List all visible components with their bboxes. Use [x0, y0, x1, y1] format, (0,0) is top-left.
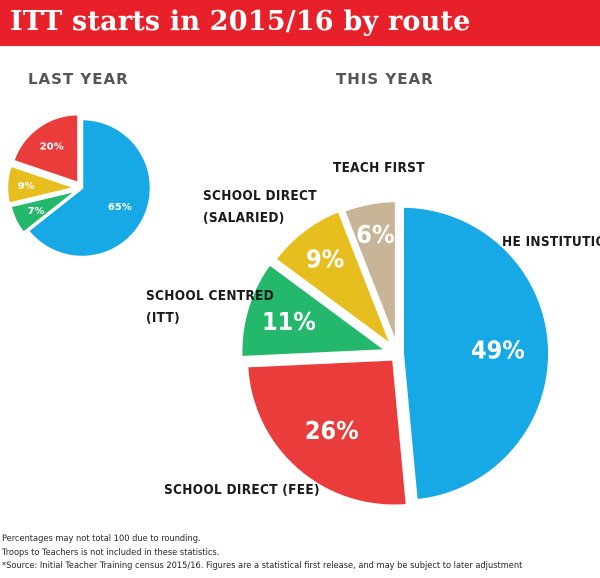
category-label-school-direct-fee: SCHOOL DIRECT (FEE)	[164, 482, 320, 498]
data-label-school-direct-salaried: 9%	[306, 245, 344, 274]
category-label-school-direct-salaried: SCHOOL DIRECT (SALARIED)	[203, 188, 317, 226]
category-label-teach-first: TEACH FIRST	[333, 160, 425, 176]
data-label-school-centred-itt: 7%	[28, 206, 45, 217]
data-label-school-direct-fee: 20%	[40, 141, 64, 152]
title-banner: ITT starts in 2015/16 by route	[0, 0, 600, 46]
pie-slice-he-institution	[399, 203, 553, 504]
pie-slice-school-direct-fee	[244, 356, 410, 509]
data-label-school-centred-itt: 11%	[262, 307, 316, 336]
footnote-troops: Troops to Teachers is not included in th…	[2, 546, 220, 558]
category-label-school-centred-itt: SCHOOL CENTRED (ITT)	[146, 288, 274, 326]
this-year-pie: 49% 26% 11% 9% 6% HE INSTITUTION SCHOOL DIRECT…	[146, 160, 600, 509]
page-title: ITT starts in 2015/16 by route	[10, 6, 471, 37]
data-label-school-direct-salaried: 9%	[18, 181, 35, 192]
pie-slice-school-direct-salaried	[272, 207, 396, 350]
pie-slice-school-direct-fee	[11, 112, 80, 185]
footnote-source: *Source: Initial Teacher Training census…	[2, 560, 523, 571]
footnotes: Percentages may not total 100 due to rou…	[2, 532, 598, 573]
this-year-label: THIS YEAR	[336, 70, 434, 88]
footnote-rounding: Percentages may not total 100 due to rou…	[2, 533, 201, 544]
pie-slice-he-institution	[26, 117, 153, 259]
data-label-teach-first: 6%	[356, 220, 394, 249]
data-label-he-institution: 65%	[108, 202, 132, 213]
pie-slice-school-centred-itt	[9, 188, 79, 235]
last-year-label: LAST YEAR	[28, 70, 129, 88]
category-label-he-institution: HE INSTITUTION	[502, 234, 600, 250]
last-year-pie: 65% 7% 9% 20%	[5, 112, 153, 259]
pie-slice-teach-first	[340, 198, 399, 351]
data-label-he-institution: 49%	[471, 335, 525, 364]
data-label-school-direct-fee: 26%	[305, 416, 359, 445]
pie-charts: 65% 7% 9% 20% 49% 26% 11% 9% 6% HE INSTITUTION SC…	[5, 112, 600, 509]
pie-slice-school-centred-itt	[238, 260, 391, 360]
pie-slice-school-direct-salaried	[5, 164, 78, 205]
